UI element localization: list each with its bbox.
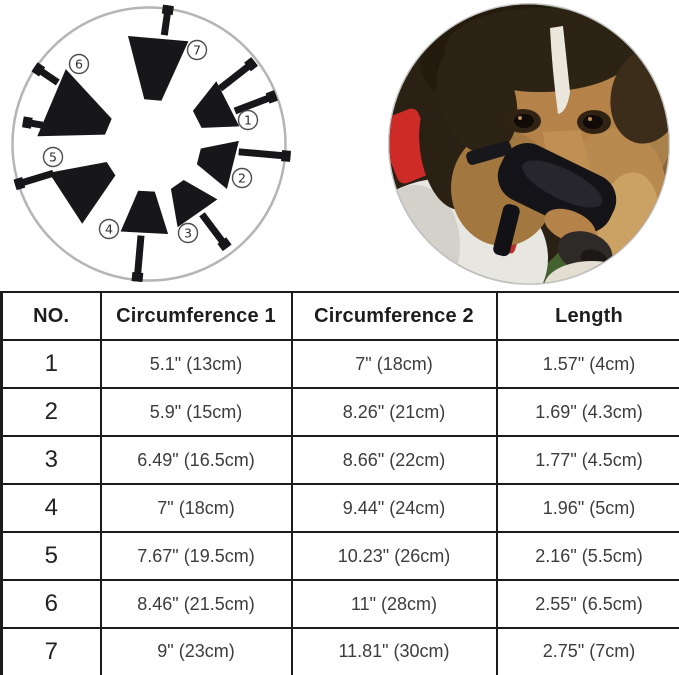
- number-circle-icon: [98, 218, 120, 240]
- cell-length: 1.77" (4.5cm): [496, 435, 679, 484]
- table-row-5: 5 7.67" (19.5cm) 10.23" (26cm) 2.16" (5.…: [0, 531, 679, 580]
- cell-no: 2: [0, 387, 102, 436]
- muzzle-strap-buckle: [244, 57, 258, 72]
- white-blaze: [550, 26, 570, 114]
- muzzle-strap-jaw: [493, 204, 520, 257]
- table-row-1: 1 5.1" (13cm) 7" (18cm) 1.57" (4cm): [0, 339, 679, 388]
- cell-length: 2.55" (6.5cm): [496, 579, 679, 628]
- cell-no: 7: [0, 627, 102, 675]
- number-circle-icon: [231, 167, 253, 189]
- left-eye-highlight: [518, 116, 522, 120]
- muzzle-strap-buckle: [265, 90, 278, 104]
- number-circle-icon: [68, 53, 90, 75]
- cell-circumference-1: 7" (18cm): [100, 483, 293, 532]
- cell-circumference-2: 7" (18cm): [291, 339, 498, 388]
- table-header-row: NO. Circumference 1 Circumference 2 Leng…: [0, 291, 679, 340]
- header-circumference-1: Circumference 1: [100, 291, 293, 340]
- muzzle-diagram: 1 2 3 4 5 6 7: [11, 4, 291, 282]
- muzzle-number-label: 6: [75, 57, 83, 72]
- muzzle-shape: [192, 81, 240, 128]
- cell-circumference-1: 6.49" (16.5cm): [100, 435, 293, 484]
- cell-length: 1.57" (4cm): [496, 339, 679, 388]
- muzzle-shape: [49, 162, 116, 224]
- cell-length: 1.96" (5cm): [496, 483, 679, 532]
- cell-no: 3: [0, 435, 102, 484]
- muzzle-number-badge-6: 6: [68, 53, 90, 75]
- muzzle-shape: [196, 140, 239, 189]
- cell-no: 4: [0, 483, 102, 532]
- muzzle-number-badge-1: 1: [237, 109, 259, 131]
- cell-circumference-1: 7.67" (19.5cm): [100, 531, 293, 580]
- number-circle-icon: [42, 146, 64, 168]
- number-circle-icon: [186, 39, 208, 61]
- table-row-4: 4 7" (18cm) 9.44" (24cm) 1.96" (5cm): [0, 483, 679, 532]
- cell-circumference-1: 5.1" (13cm): [100, 339, 293, 388]
- muzzle-strap-buckle: [131, 272, 144, 282]
- cell-length: 2.75" (7cm): [496, 627, 679, 675]
- muzzle-number-badge-4: 4: [98, 218, 120, 240]
- header-length: Length: [496, 291, 679, 340]
- muzzle-number-label: 7: [193, 43, 201, 58]
- cell-length: 1.69" (4.3cm): [496, 387, 679, 436]
- muzzle-strap-buckle: [281, 150, 291, 162]
- muzzle-shape: [128, 36, 189, 101]
- top-images: 1 2 3 4 5 6 7: [11, 3, 670, 285]
- cell-circumference-2: 8.66" (22cm): [291, 435, 498, 484]
- right-eye-highlight: [588, 117, 592, 121]
- muzzle-shape: [170, 180, 218, 228]
- cell-circumference-2: 8.26" (21cm): [291, 387, 498, 436]
- muzzle-number-badge-2: 2: [231, 167, 253, 189]
- muzzle-number-label: 4: [105, 222, 113, 237]
- dog-photo: [388, 3, 670, 285]
- cell-no: 6: [0, 579, 102, 628]
- cell-circumference-2: 11" (28cm): [291, 579, 498, 628]
- cell-length: 2.16" (5.5cm): [496, 531, 679, 580]
- dog: [389, 4, 669, 284]
- muzzle-shape: [120, 190, 169, 234]
- header-no: NO.: [0, 291, 102, 340]
- dog-left-ear-fur: [436, 41, 518, 155]
- cell-circumference-1: 8.46" (21.5cm): [100, 579, 293, 628]
- muzzle-strap-buckle: [21, 116, 33, 129]
- cell-circumference-2: 10.23" (26cm): [291, 531, 498, 580]
- cell-circumference-1: 9" (23cm): [100, 627, 293, 675]
- muzzle-strap-buckle: [161, 4, 174, 16]
- muzzle-shape: [37, 69, 112, 137]
- cell-circumference-2: 11.81" (30cm): [291, 627, 498, 675]
- cell-no: 5: [0, 531, 102, 580]
- cell-circumference-2: 9.44" (24cm): [291, 483, 498, 532]
- table-row-2: 2 5.9" (15cm) 8.26" (21cm) 1.69" (4.3cm): [0, 387, 679, 436]
- table-row-3: 3 6.49" (16.5cm) 8.66" (22cm) 1.77" (4.5…: [0, 435, 679, 484]
- muzzle-strap-buckle: [31, 62, 46, 77]
- muzzle-number-label: 3: [184, 226, 192, 241]
- right-eye: [583, 115, 603, 129]
- muzzle-band: [497, 143, 617, 233]
- table-row-6: 6 8.46" (21.5cm) 11" (28cm) 2.55" (6.5cm…: [0, 579, 679, 628]
- muzzle-strap-buckle: [217, 237, 232, 252]
- number-circle-icon: [177, 222, 199, 244]
- size-table: NO. Circumference 1 Circumference 2 Leng…: [0, 291, 679, 675]
- muzzle-number-label: 1: [244, 113, 252, 128]
- muzzle-shapes: [13, 4, 291, 282]
- header-circumference-2: Circumference 2: [291, 291, 498, 340]
- muzzle-number-badge-7: 7: [186, 39, 208, 61]
- cell-circumference-1: 5.9" (15cm): [100, 387, 293, 436]
- muzzle-number-badge-3: 3: [177, 222, 199, 244]
- muzzle-number-badge-5: 5: [42, 146, 64, 168]
- cell-no: 1: [0, 339, 102, 388]
- muzzle-number-label: 5: [49, 150, 57, 165]
- table-row-7: 7 9" (23cm) 11.81" (30cm) 2.75" (7cm): [0, 627, 679, 675]
- left-eye: [514, 114, 534, 128]
- muzzle-number-label: 2: [238, 171, 246, 186]
- number-circle-icon: [237, 109, 259, 131]
- muzzle-strap-buckle: [13, 177, 26, 191]
- muzzle-strap-left: [466, 141, 512, 165]
